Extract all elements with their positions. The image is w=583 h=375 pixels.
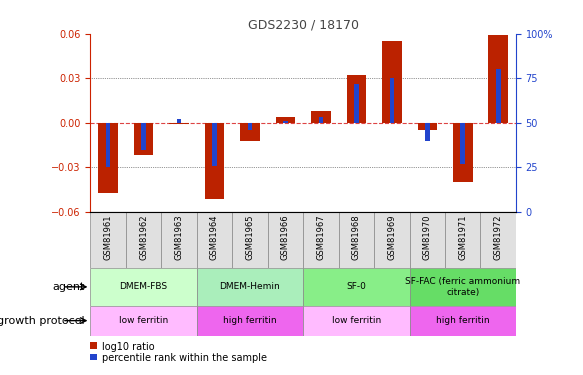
Text: high ferritin: high ferritin <box>223 316 277 325</box>
Bar <box>425 123 430 141</box>
Bar <box>347 75 366 123</box>
Bar <box>453 123 472 182</box>
Bar <box>480 212 516 268</box>
Bar <box>126 212 161 268</box>
Bar <box>196 268 303 306</box>
Bar <box>318 117 323 123</box>
Bar <box>382 41 402 123</box>
Bar <box>90 306 196 336</box>
Text: GSM81971: GSM81971 <box>458 214 467 260</box>
Bar <box>248 123 252 130</box>
Bar <box>276 117 295 123</box>
Text: log10 ratio: log10 ratio <box>102 342 154 352</box>
Bar <box>311 111 331 123</box>
Bar <box>303 212 339 268</box>
Bar <box>409 306 516 336</box>
Bar <box>389 78 394 123</box>
Text: GSM81961: GSM81961 <box>104 214 113 260</box>
Text: GSM81972: GSM81972 <box>494 214 503 260</box>
Bar <box>303 306 409 336</box>
Bar <box>461 123 465 164</box>
Bar <box>409 268 516 306</box>
Bar <box>106 123 110 167</box>
Bar <box>232 212 268 268</box>
Text: GSM81962: GSM81962 <box>139 214 148 260</box>
Bar <box>339 212 374 268</box>
Bar <box>212 123 217 166</box>
Bar <box>177 119 181 123</box>
Bar <box>205 123 224 198</box>
Bar <box>268 212 303 268</box>
Bar <box>445 212 480 268</box>
Text: growth protocol: growth protocol <box>0 316 85 326</box>
Text: SF-FAC (ferric ammonium
citrate): SF-FAC (ferric ammonium citrate) <box>405 277 520 297</box>
Text: DMEM-Hemin: DMEM-Hemin <box>220 282 280 291</box>
Text: GSM81970: GSM81970 <box>423 214 432 260</box>
Text: GSM81967: GSM81967 <box>317 214 325 260</box>
Bar <box>196 212 232 268</box>
Bar <box>374 212 409 268</box>
Text: GSM81964: GSM81964 <box>210 214 219 260</box>
Bar <box>283 121 288 123</box>
Text: GSM81969: GSM81969 <box>387 214 396 260</box>
Text: GSM81968: GSM81968 <box>352 214 361 260</box>
Title: GDS2230 / 18170: GDS2230 / 18170 <box>248 18 359 31</box>
Text: high ferritin: high ferritin <box>436 316 490 325</box>
Bar <box>141 123 146 150</box>
Text: percentile rank within the sample: percentile rank within the sample <box>102 353 267 363</box>
Bar <box>196 306 303 336</box>
Text: DMEM-FBS: DMEM-FBS <box>120 282 168 291</box>
Bar <box>134 123 153 156</box>
Text: GSM81966: GSM81966 <box>281 214 290 260</box>
Bar <box>90 212 126 268</box>
Text: SF-0: SF-0 <box>346 282 366 291</box>
Bar <box>90 268 196 306</box>
Bar <box>240 123 259 141</box>
Bar <box>161 212 197 268</box>
Bar <box>303 268 409 306</box>
Text: low ferritin: low ferritin <box>119 316 168 325</box>
Bar <box>496 69 501 123</box>
Bar <box>409 212 445 268</box>
Text: low ferritin: low ferritin <box>332 316 381 325</box>
Text: GSM81963: GSM81963 <box>174 214 184 260</box>
Bar <box>99 123 118 193</box>
Text: GSM81965: GSM81965 <box>245 214 254 260</box>
Bar <box>169 123 189 124</box>
Bar <box>417 123 437 130</box>
Bar <box>354 84 359 123</box>
Bar <box>489 35 508 123</box>
Text: agent: agent <box>52 282 85 292</box>
